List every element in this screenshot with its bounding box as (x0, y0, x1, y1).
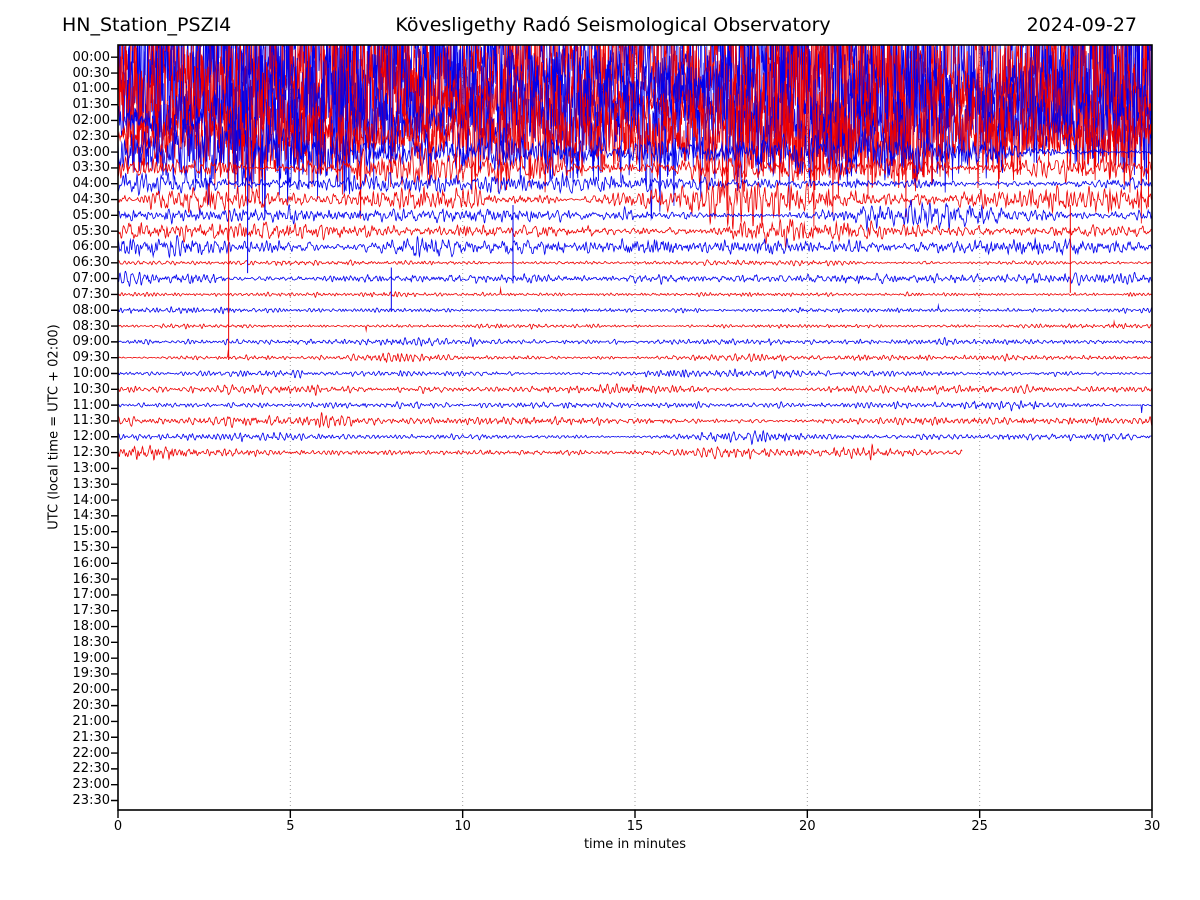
y-tick-label: 23:00 (72, 777, 110, 793)
y-tick-label: 07:00 (72, 271, 110, 287)
y-tick-label: 02:00 (72, 112, 110, 128)
y-tick-label: 09:30 (72, 350, 110, 366)
x-tick-label: 15 (626, 819, 644, 834)
x-tick-label: 5 (286, 819, 295, 834)
y-tick-label: 22:00 (72, 745, 110, 761)
y-tick-label: 04:00 (72, 176, 110, 192)
y-tick-label: 13:00 (72, 460, 110, 476)
y-tick-label: 23:30 (72, 793, 110, 808)
y-tick-label: 11:00 (72, 397, 110, 413)
y-tick-label: 21:30 (72, 729, 110, 745)
y-tick-label: 08:00 (72, 302, 110, 318)
observatory-title: Kövesligethy Radó Seismological Observat… (395, 14, 831, 36)
y-tick-label: 21:00 (72, 713, 110, 729)
y-tick-label: 01:30 (72, 97, 110, 113)
x-tick-label: 30 (1143, 819, 1161, 834)
y-tick-label: 18:30 (72, 634, 110, 650)
x-tick-label: 25 (971, 819, 988, 834)
y-tick-label: 16:00 (72, 555, 110, 571)
y-tick-label: 00:30 (72, 65, 110, 81)
y-tick-label: 18:00 (72, 619, 110, 635)
y-tick-label: 11:30 (72, 413, 110, 429)
y-tick-label: 20:30 (72, 698, 110, 714)
y-tick-label: 15:30 (72, 539, 110, 555)
y-tick-label: 10:30 (72, 381, 110, 397)
x-tick-label: 0 (113, 819, 123, 834)
y-tick-label: 17:30 (72, 603, 110, 619)
y-tick-label: 01:00 (72, 81, 110, 97)
y-tick-label: 07:30 (72, 286, 110, 302)
y-tick-label: 19:30 (72, 666, 110, 682)
y-tick-label: 03:30 (72, 160, 110, 176)
y-tick-label: 14:30 (72, 508, 110, 524)
y-tick-label: 12:00 (72, 429, 110, 445)
y-tick-label: 02:30 (72, 128, 110, 144)
y-tick-label: 00:00 (72, 49, 110, 65)
y-tick-label: 05:30 (72, 223, 110, 239)
y-tick-label: 20:00 (72, 682, 110, 698)
y-tick-label: 05:00 (72, 207, 110, 223)
y-tick-label: 08:30 (72, 318, 110, 334)
y-tick-label: 22:30 (72, 761, 110, 777)
y-tick-label: 10:00 (72, 366, 110, 381)
y-tick-label: 06:00 (72, 239, 110, 255)
y-tick-label: 09:00 (72, 334, 110, 350)
x-tick-label: 20 (799, 819, 816, 834)
y-tick-label: 03:00 (72, 144, 110, 160)
y-tick-label: 13:30 (72, 476, 110, 492)
y-tick-label: 14:00 (72, 492, 110, 508)
y-tick-label: 04:30 (72, 192, 110, 208)
x-axis-label: time in minutes (583, 837, 687, 852)
y-tick-label: 19:00 (72, 650, 110, 666)
station-title: HN_Station_PSZI4 (62, 14, 232, 36)
date-label: 2024-09-27 (1026, 14, 1137, 36)
y-tick-label: 12:30 (72, 445, 110, 461)
y-tick-label: 17:00 (72, 587, 110, 603)
y-tick-label: 15:00 (72, 524, 110, 540)
x-tick-label: 10 (454, 819, 471, 834)
y-tick-label: 16:30 (72, 571, 110, 587)
y-tick-label: 06:30 (72, 255, 110, 271)
